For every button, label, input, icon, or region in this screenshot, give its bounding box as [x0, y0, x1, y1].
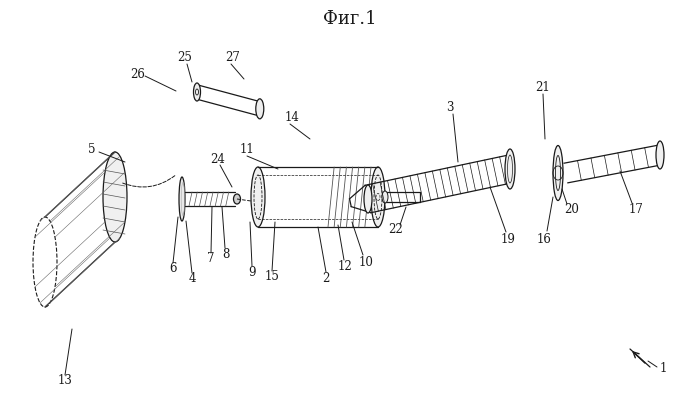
Text: 7: 7 [207, 253, 215, 266]
Ellipse shape [553, 146, 563, 201]
Ellipse shape [234, 194, 241, 204]
Text: 20: 20 [565, 203, 580, 216]
Text: 26: 26 [131, 68, 146, 80]
Text: 21: 21 [536, 80, 550, 93]
Text: 1: 1 [659, 362, 666, 375]
Text: Фиг.1: Фиг.1 [323, 10, 377, 28]
Ellipse shape [193, 83, 200, 101]
Text: 27: 27 [225, 50, 240, 63]
Text: 22: 22 [389, 223, 403, 236]
Text: 5: 5 [88, 143, 96, 156]
Ellipse shape [364, 185, 372, 213]
Ellipse shape [382, 191, 388, 203]
Ellipse shape [656, 141, 664, 169]
Text: 24: 24 [211, 153, 225, 166]
Text: 15: 15 [265, 271, 279, 284]
Ellipse shape [251, 167, 265, 227]
Text: 9: 9 [248, 266, 256, 279]
Text: 12: 12 [337, 261, 352, 274]
Text: 16: 16 [537, 233, 552, 246]
Text: 11: 11 [239, 143, 254, 156]
Ellipse shape [256, 99, 264, 119]
Text: 17: 17 [629, 203, 643, 216]
Ellipse shape [505, 149, 515, 189]
Text: 25: 25 [178, 50, 193, 63]
Text: 3: 3 [447, 100, 454, 113]
Text: 13: 13 [57, 374, 72, 387]
Text: 10: 10 [358, 256, 373, 269]
Text: 4: 4 [188, 272, 196, 286]
Ellipse shape [371, 167, 385, 227]
Text: 6: 6 [169, 262, 176, 276]
Ellipse shape [103, 152, 127, 242]
Text: 14: 14 [285, 111, 300, 123]
Text: 2: 2 [322, 272, 330, 286]
Ellipse shape [179, 177, 185, 221]
Text: 19: 19 [500, 233, 515, 246]
Text: 8: 8 [223, 248, 230, 261]
